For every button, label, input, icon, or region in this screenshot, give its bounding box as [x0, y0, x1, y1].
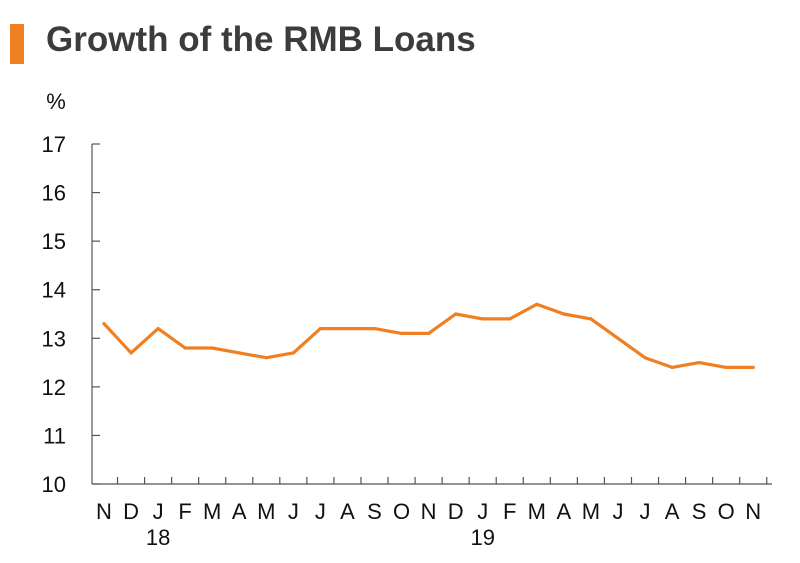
title-accent-bar: [10, 24, 24, 64]
y-tick-label: 15: [42, 229, 66, 254]
data-point: [102, 322, 106, 326]
data-point: [535, 302, 539, 306]
data-point: [264, 356, 268, 360]
data-point: [562, 312, 566, 316]
data-point: [670, 365, 674, 370]
x-tick-label: J: [477, 499, 488, 524]
x-tick-label: N: [421, 499, 437, 524]
data-point: [183, 346, 187, 350]
x-tick-label: O: [718, 499, 735, 524]
data-point: [427, 331, 431, 336]
chart-title: Growth of the RMB Loans: [46, 20, 476, 59]
x-tick-label: M: [257, 499, 275, 524]
data-point: [318, 326, 322, 331]
x-year-label: 18: [146, 525, 170, 550]
data-point: [643, 356, 647, 360]
y-tick-label: 17: [42, 132, 66, 157]
x-tick-label: A: [340, 499, 355, 524]
x-tick-label: S: [367, 499, 382, 524]
x-tick-label: S: [692, 499, 707, 524]
x-tick-label: J: [612, 499, 623, 524]
x-tick-label: N: [745, 499, 761, 524]
y-tick-label: 13: [42, 326, 66, 351]
data-point: [589, 317, 593, 321]
x-tick-label: M: [203, 499, 221, 524]
x-tick-label: J: [640, 499, 651, 524]
x-tick-label: J: [153, 499, 164, 524]
x-tick-label: A: [232, 499, 247, 524]
data-point: [129, 351, 133, 355]
x-tick-label: J: [315, 499, 326, 524]
series-layer: [102, 302, 755, 370]
x-tick-label: M: [528, 499, 546, 524]
x-tick-label: F: [178, 499, 191, 524]
x-tick-label: D: [123, 499, 139, 524]
data-point: [454, 312, 458, 316]
x-tick-label: D: [448, 499, 464, 524]
data-point: [751, 365, 755, 370]
y-tick-label: 16: [42, 181, 66, 206]
y-tick-label: 14: [42, 278, 66, 303]
x-tick-label: O: [393, 499, 410, 524]
x-tick-label: A: [665, 499, 680, 524]
data-point: [697, 360, 701, 365]
data-point: [372, 326, 377, 331]
y-tick-label: 11: [43, 423, 66, 448]
x-tick-label: M: [582, 499, 600, 524]
data-point: [724, 365, 728, 370]
data-point: [291, 351, 295, 355]
x-tick-label: A: [557, 499, 572, 524]
data-point: [210, 346, 214, 350]
data-point: [481, 317, 485, 321]
series-line: [102, 302, 755, 369]
data-point: [399, 331, 404, 336]
data-point: [237, 351, 241, 355]
y-unit-label: %: [46, 89, 66, 114]
x-year-label: 19: [470, 525, 494, 550]
data-point: [616, 336, 620, 340]
x-tick-label: F: [503, 499, 516, 524]
y-tick-label: 10: [42, 472, 66, 497]
x-tick-label: N: [96, 499, 112, 524]
x-axis: N D J F M A M J J A S O N D J F M A M J J A S O N18 19: [92, 477, 772, 550]
data-point: [345, 326, 350, 331]
data-point: [508, 317, 512, 321]
data-point: [156, 326, 160, 331]
x-tick-label: J: [288, 499, 299, 524]
y-axis: 10 11 12 13 14 15 16 17: [42, 132, 100, 497]
y-tick-label: 12: [42, 375, 66, 400]
